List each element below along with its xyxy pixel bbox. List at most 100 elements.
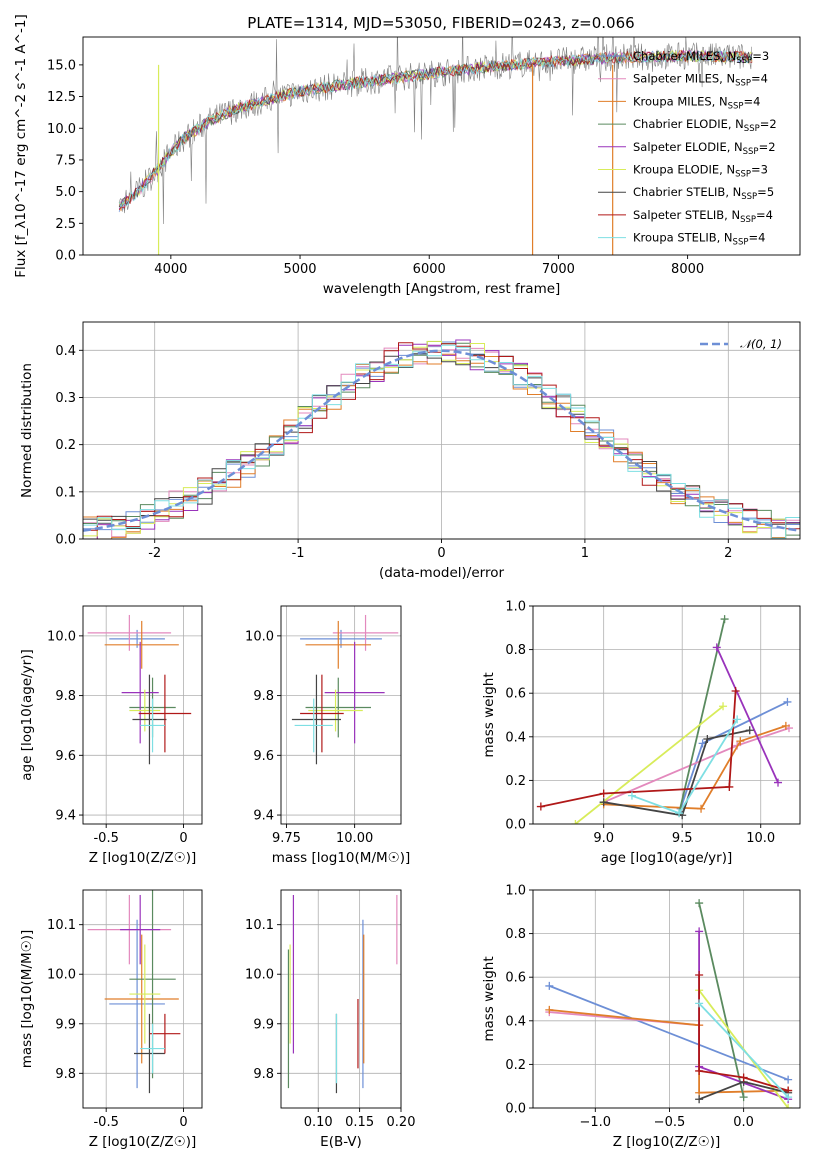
x-tick-label: 5000 [283,262,316,277]
x-tick-label: 0 [179,1115,187,1130]
y-tick-label: 0.4 [505,730,526,745]
series-line [698,975,789,1092]
legend-nssp: 4 [753,94,760,108]
y-tick-label: 9.4 [55,809,76,824]
y-tick-label: 9.8 [55,1067,76,1082]
y-tick-label: 10.1 [245,918,274,933]
spectrum-observed-line [118,37,752,225]
x-axis-label: Z [log10(Z/Z☉)] [613,1134,721,1150]
series-marker [712,643,721,652]
series-line [698,1002,789,1098]
legend-entry: Kroupa ELODIE, NSSP=3 [633,163,768,180]
legend-eq: = [757,185,767,199]
y-tick-label: 0.3 [55,391,76,406]
legend-entry: Chabrier ELODIE, NSSP=2 [633,117,777,134]
y-axis-label: Flux [f_λ10^-17 erg cm^-2 s^-1 A^-1] [13,14,29,277]
legend-entry: Kroupa MILES, NSSP=4 [633,94,760,111]
series-line [540,690,737,808]
y-tick-label: 0.6 [505,971,526,986]
x-axis-label: E(B-V) [320,1134,362,1150]
x-tick-label: −1.0 [580,1115,612,1130]
series-marker [774,778,783,787]
y-tick-label: 5.0 [55,185,76,200]
series-marker [536,802,545,811]
x-tick-label: 4000 [154,262,187,277]
weight-vs-age-panel: 9.0 9.5 10.0 0.0 0.2 0.4 0.6 0.8 1.0 age [log10(a… [481,600,801,866]
x-tick-label: 9.5 [672,831,693,846]
x-tick-label: 0 [179,831,187,846]
spectrum-model-line [118,49,753,209]
legend-label: Salpeter ELODIE [633,140,727,154]
legend-sub: SSP [740,215,756,225]
x-tick-label: 6000 [413,262,446,277]
legend-prefix: , N [717,231,733,245]
legend-label: Chabrier MILES [633,49,720,63]
errorbar-plot [287,894,398,1094]
series-line [574,705,724,824]
y-tick-label: 7.5 [55,153,76,168]
y-tick-label: 9.6 [253,749,274,764]
y-tick-label: 9.9 [253,1017,274,1032]
y-tick-label: 0.0 [55,249,76,264]
legend-nssp: 3 [761,163,768,177]
age-vs-mass-panel: 9.75 10.00 9.4 9.6 9.8 10.0 mass [log10(M/M☉)] [245,605,410,866]
series-marker [703,734,712,743]
series-marker [736,737,745,746]
legend-sub: SSP [735,170,751,180]
x-tick-label: 0 [437,546,445,561]
spectrum-panel: 4000 5000 6000 7000 8000 0.0 2.5 5.0 7.5 10.0 12.5… [13,14,801,297]
x-tick-label: 0.20 [387,1115,416,1130]
series-marker [695,927,704,936]
series-marker [783,697,792,706]
errorbar-plot [291,614,399,765]
legend-prefix: , N [719,72,735,86]
legend-entry: Kroupa STELIB, NSSP=4 [633,231,765,248]
x-tick-label: -1 [292,546,305,561]
legend-nssp: 4 [758,231,765,245]
axes-frame [82,36,801,256]
x-tick-label: 1 [581,546,589,561]
series-marker [627,791,636,800]
legend-prefix: , N [728,117,744,131]
series-marker [719,702,728,711]
series-marker [545,1005,554,1014]
legend-label: Salpeter STELIB [633,208,724,222]
y-tick-label: 0.1 [55,485,76,500]
y-tick-label: 9.8 [253,1067,274,1082]
weight-plot [536,615,794,824]
histogram-step-line [83,344,800,539]
series-marker [720,615,729,624]
legend-label: Chabrier STELIB [633,185,725,199]
series-marker [739,1073,748,1082]
errorbar-plot [87,890,181,1094]
y-tick-label: 0.4 [505,1014,526,1029]
series-line [678,618,726,814]
legend-prefix: , N [712,94,728,108]
legend-eq: = [752,49,762,63]
series-line [715,647,779,783]
y-axis-label: age [log10(age/yr)] [19,649,35,781]
y-axis-label: mass weight [481,672,497,757]
series-marker [697,804,706,813]
series-line [603,725,787,810]
y-tick-label: 9.8 [55,689,76,704]
x-tick-label: 9.75 [272,831,301,846]
series-marker [781,721,790,730]
x-axis-label: wavelength [Angstrom, rest frame] [323,281,561,297]
axes-frame [82,889,203,1109]
histogram-step-line [83,353,800,529]
y-tick-label: 9.8 [253,689,274,704]
legend-sub: SSP [733,238,749,248]
x-tick-label: 0.0 [733,1115,754,1130]
y-tick-label: 12.5 [47,90,76,105]
legend-sub: SSP [735,79,751,89]
y-tick-label: 0.0 [55,533,76,548]
x-tick-label: −0.5 [654,1115,686,1130]
series-marker [784,1093,793,1102]
normal-curve-line [83,349,800,532]
legend-label: Kroupa STELIB [633,231,717,245]
series-marker [675,809,684,818]
y-tick-label: 0.8 [505,927,526,942]
y-tick-label: 10.0 [245,629,274,644]
series-marker [733,715,742,724]
